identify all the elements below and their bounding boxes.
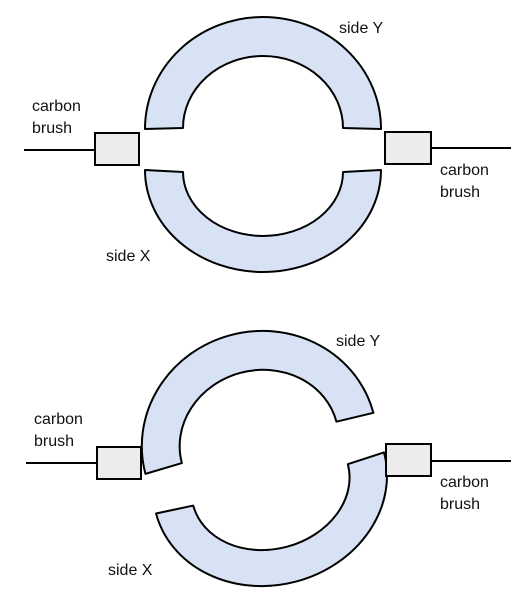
label-right-brush-line1: carbon [440, 162, 489, 179]
label-left-brush-line1: carbon [32, 98, 81, 115]
right-carbon-brush [385, 443, 432, 477]
label-left-brush-line1: carbon [34, 411, 83, 428]
right-carbon-brush [384, 131, 432, 165]
label-right-brush-line1: carbon [440, 474, 489, 491]
segment-side-x [144, 169, 382, 273]
segment-side-x [155, 451, 389, 588]
left-carbon-brush [96, 446, 142, 480]
left-carbon-brush [94, 132, 140, 166]
label-left-brush-line2: brush [32, 120, 72, 137]
label-right-brush-line2: brush [440, 184, 480, 201]
label-side-x: side X [108, 562, 153, 579]
label-left-brush-line2: brush [34, 433, 74, 450]
panel-aligned: side Y side X carbon brush carbon brush [24, 16, 511, 273]
label-side-x: side X [106, 248, 151, 265]
label-side-y: side Y [339, 20, 384, 37]
label-side-y: side Y [336, 333, 381, 350]
panel-rotated: side Y side X carbon brush carbon brush [26, 329, 511, 588]
segment-side-y [140, 329, 375, 475]
label-right-brush-line2: brush [440, 496, 480, 513]
segment-side-y [144, 16, 382, 130]
